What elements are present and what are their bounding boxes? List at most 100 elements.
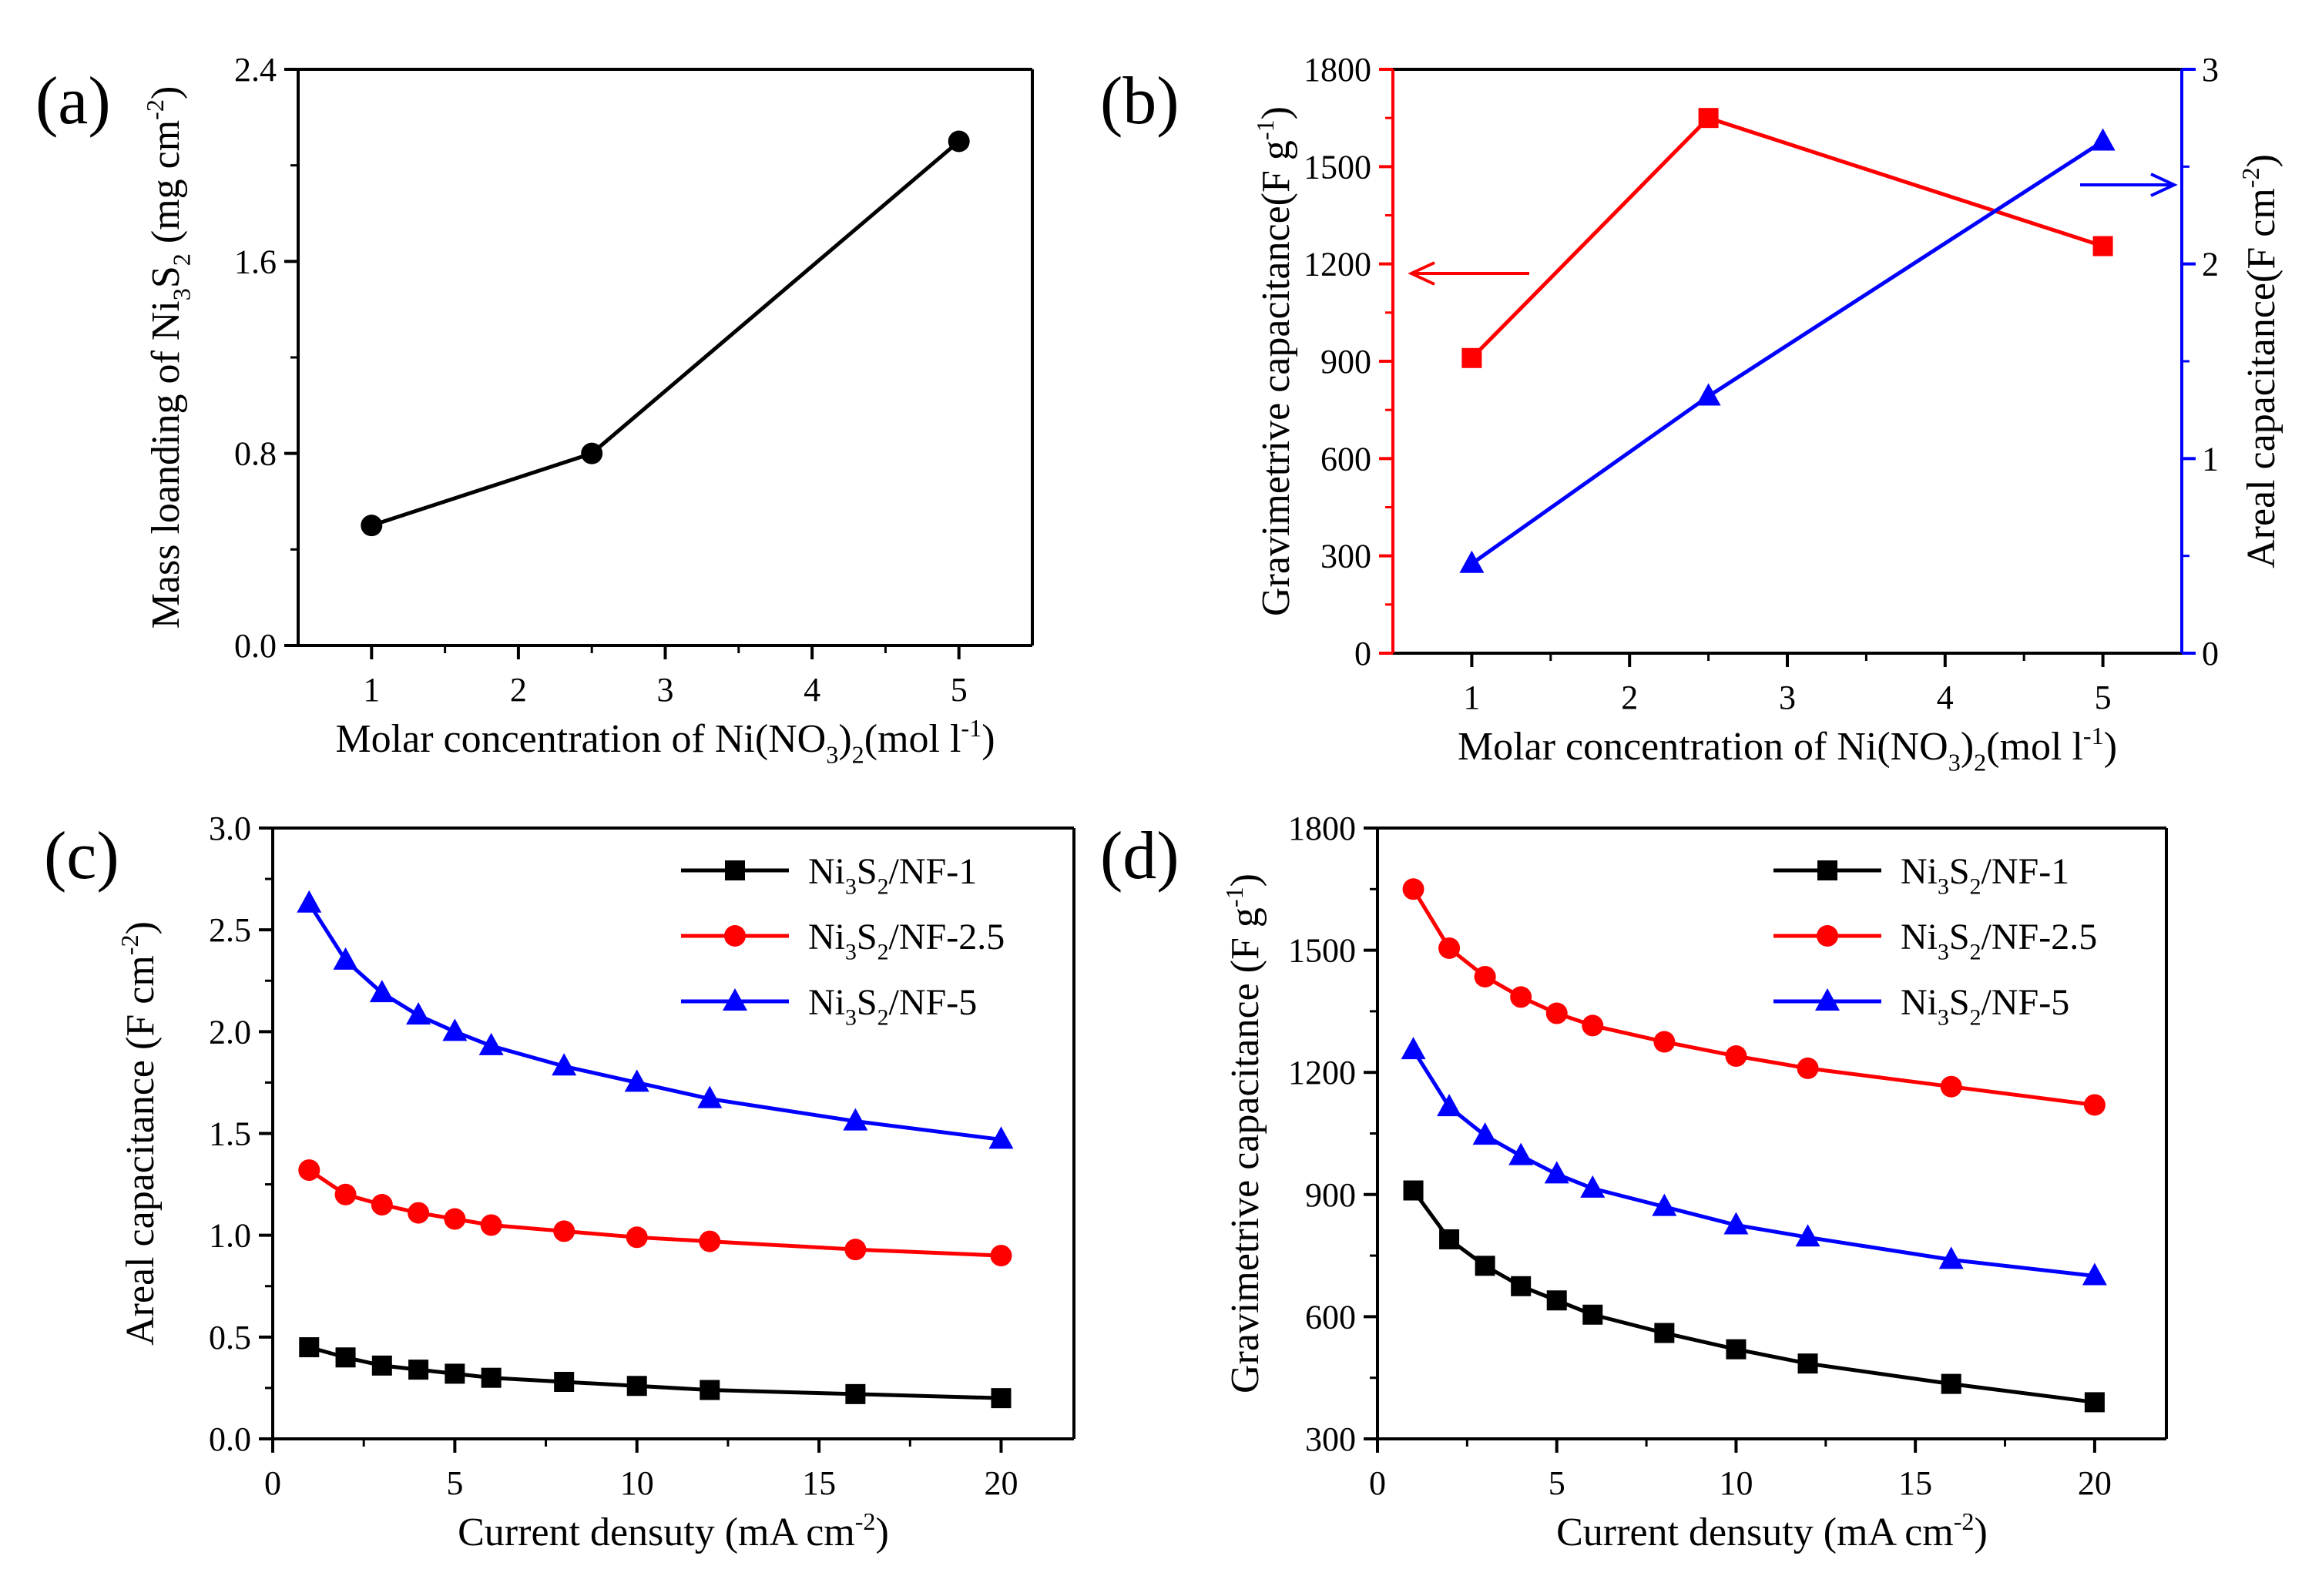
x-tick-label: 15 — [1898, 1464, 1932, 1502]
data-point — [1402, 878, 1424, 900]
data-point — [2082, 1262, 2107, 1286]
x-tick-label: 1 — [1463, 679, 1480, 716]
x-tick-label: 4 — [1937, 679, 1954, 716]
data-point — [371, 1355, 392, 1376]
data-point — [1472, 1122, 1498, 1145]
data-point — [843, 1108, 868, 1131]
data-point — [444, 1208, 466, 1230]
data-point — [1403, 1180, 1424, 1201]
right-axis-arrowhead — [2150, 173, 2178, 197]
data-point — [948, 130, 970, 153]
data-point — [1545, 1002, 1568, 1024]
x-axis-label: Molar concentration of Ni(NO3)2​(mol l-1… — [1458, 722, 2117, 776]
y-tick-label: 300 — [1320, 538, 1371, 575]
panel-label: (b) — [1100, 64, 1179, 139]
x-tick-label: 2 — [510, 671, 527, 709]
data-point — [700, 1380, 720, 1400]
x-tick-label: 3 — [657, 671, 674, 709]
data-point — [478, 1032, 504, 1055]
y-tick-label: 2.4 — [234, 51, 277, 89]
x-tick-label: 3 — [1779, 679, 1796, 716]
legend-marker — [1817, 860, 1837, 880]
x-tick-label: 5 — [951, 671, 968, 709]
data-point — [990, 1245, 1012, 1267]
data-point — [371, 1194, 393, 1216]
data-point — [581, 442, 603, 464]
data-point — [1439, 1229, 1460, 1249]
legend-label: Ni3S2​/NF-1 — [808, 851, 977, 899]
data-point — [699, 1230, 721, 1252]
y-tick-label: 1.0 — [209, 1217, 251, 1255]
data-point — [1580, 1175, 1606, 1198]
left-axis-arrowhead — [1408, 261, 1435, 286]
x-tick-label: 10 — [1719, 1464, 1753, 1502]
y-tick-label: 1800 — [1288, 810, 1356, 847]
y-tick-label: 0 — [1354, 635, 1371, 672]
data-point — [1475, 1256, 1495, 1276]
y-tick-label: 0.0 — [209, 1420, 251, 1458]
data-point — [1437, 1094, 1462, 1117]
chart-a: 1 2 3 4 5 0.0 0.8 1.6 2.4 Molar concentration of … — [35, 51, 1034, 769]
y-axis-label: Areal capacitance (F cm-2​) — [116, 921, 163, 1346]
data-point — [697, 1085, 723, 1108]
data-point — [1474, 965, 1496, 987]
legend-label: Ni3S2​/NF-5 — [808, 982, 977, 1030]
x-tick-label: 20 — [2078, 1464, 2112, 1502]
legend-label: Ni3S2​/NF-5 — [1901, 982, 2069, 1030]
data-point — [2092, 236, 2113, 256]
data-point — [2090, 128, 2116, 151]
y-tick-label: 1200 — [1304, 246, 1371, 283]
y-tick-label: 0.5 — [209, 1319, 251, 1356]
y-tick-label: 1500 — [1304, 148, 1371, 186]
data-point — [334, 1183, 357, 1205]
data-point — [845, 1383, 866, 1404]
data-point — [1723, 1212, 1749, 1235]
x-tick-label: 5 — [446, 1464, 463, 1502]
y-tick-label: 600 — [1305, 1298, 1356, 1336]
y-tick-label: 1800 — [1304, 51, 1371, 89]
series-line-1 — [1411, 1189, 2096, 1404]
legend-label: Ni3S2​/NF-2.5 — [1901, 917, 2097, 964]
x-tick-label: 20 — [984, 1464, 1018, 1502]
x-tick-label: 15 — [802, 1464, 836, 1502]
y-tick-label: 300 — [1305, 1420, 1356, 1458]
data-point — [1725, 1045, 1747, 1068]
y-axis-label: Gravimetrive capacitance (F g-1​) — [1220, 873, 1267, 1393]
series-line-1 — [1470, 116, 2104, 360]
data-point — [1653, 1031, 1676, 1053]
data-point — [554, 1371, 575, 1392]
panel-label: (d) — [1100, 819, 1179, 894]
data-point — [1652, 1193, 1677, 1216]
panel-label: (c) — [44, 819, 119, 894]
legend-label: Ni3S2​/NF-1 — [1901, 851, 2069, 899]
data-point — [369, 980, 394, 1003]
data-point — [333, 947, 358, 970]
y-tick-label: 1.5 — [209, 1115, 251, 1153]
data-point — [1546, 1290, 1567, 1311]
y-tick-label: 0.8 — [234, 435, 277, 473]
data-point — [1726, 1339, 1747, 1360]
data-point — [988, 1126, 1014, 1149]
legend-marker — [725, 860, 745, 880]
y-tick-label: 3.0 — [209, 810, 251, 847]
data-point — [1938, 1246, 1964, 1269]
panel-label: (a) — [35, 64, 111, 139]
x-tick-label: 5 — [1549, 1464, 1565, 1502]
x-tick-label: 10 — [620, 1464, 654, 1502]
chart-c: 0 5 10 15 20 0.0 0.5 1.0 1.5 2.0 2.5 3.0 Current den… — [44, 810, 1075, 1554]
y-right-tick-label: 3 — [2202, 51, 2219, 89]
data-point — [1544, 1161, 1569, 1184]
legend-marker — [1815, 988, 1840, 1011]
data-point — [361, 515, 383, 537]
y-tick-label: 1500 — [1288, 932, 1356, 970]
legend-marker — [1817, 925, 1838, 947]
x-axis-label: Molar concentration of Ni(NO3)2​(mol l-1… — [335, 714, 995, 768]
y-tick-label: 2.0 — [209, 1013, 251, 1051]
data-point — [299, 1337, 320, 1358]
x-tick-label: 4 — [804, 671, 820, 709]
x-axis-label: Current densuty (mA cm-2​) — [458, 1507, 889, 1554]
y-tick-label: 1200 — [1288, 1054, 1356, 1091]
data-point — [1698, 108, 1719, 129]
data-point — [1438, 937, 1461, 959]
